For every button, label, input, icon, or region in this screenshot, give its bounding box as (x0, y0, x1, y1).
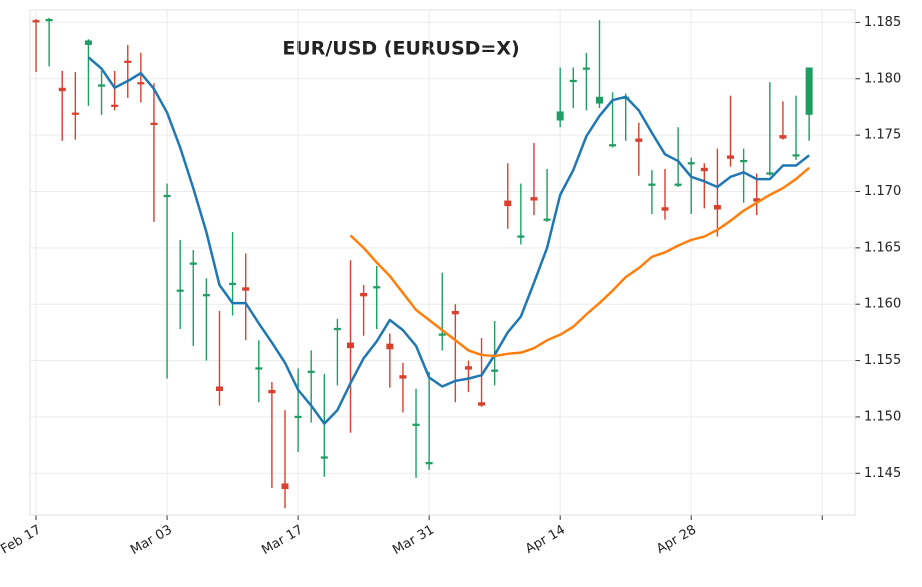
y-tick-label: 1.170 (864, 184, 901, 199)
candle-body (215, 386, 223, 392)
candle-body (517, 235, 525, 238)
candle-body (255, 367, 263, 370)
candle-body (333, 327, 341, 331)
moving-average-line (87, 56, 810, 425)
candle-body (753, 198, 761, 202)
moving-average-line (349, 166, 810, 358)
candle-body (727, 155, 735, 159)
candle-body (713, 205, 721, 210)
candle-body (58, 87, 66, 92)
plot-frame (29, 9, 856, 516)
candle-body (661, 207, 669, 211)
candle-body (373, 286, 381, 289)
candle-body (386, 343, 394, 350)
candle-body (556, 111, 564, 121)
candle-body (32, 20, 40, 23)
candle-body (202, 294, 210, 297)
candle-body (792, 154, 800, 157)
candle-body (635, 138, 643, 142)
y-tick-label: 1.145 (864, 466, 901, 481)
candle-body (569, 79, 577, 83)
chart-title: EUR/USD (EURUSD=X) (282, 38, 519, 60)
candle-body (740, 159, 748, 163)
candle-body (98, 84, 106, 87)
candle-body (281, 483, 289, 490)
y-tick-label: 1.155 (864, 353, 901, 368)
candle-body (111, 104, 119, 107)
candle-body (347, 342, 355, 349)
candle-body (700, 167, 708, 172)
candle-body (268, 389, 276, 394)
candle-body (530, 197, 538, 201)
candle-body (229, 282, 237, 286)
candle-body (687, 162, 695, 165)
y-tick-label: 1.185 (864, 15, 901, 30)
candle-body (425, 462, 433, 465)
candle-body (543, 218, 551, 221)
y-tick-label: 1.180 (864, 71, 901, 86)
candle-body (491, 369, 499, 372)
candle-body (45, 19, 53, 22)
candle-body (582, 67, 590, 70)
candle-body (294, 415, 302, 419)
candle-body (307, 370, 315, 373)
candle-body (242, 287, 250, 291)
candle-body (360, 292, 368, 297)
candle-body (176, 289, 184, 292)
candle-body (163, 194, 171, 198)
candle-body (595, 96, 603, 104)
candle-body (189, 262, 197, 265)
y-tick-label: 1.165 (864, 240, 901, 255)
candle-body (137, 82, 145, 85)
candle-body (320, 456, 328, 459)
candle-body (674, 183, 682, 186)
candle-body (150, 122, 158, 125)
candle-body (464, 366, 472, 370)
candle-body (609, 144, 617, 147)
candle-body (478, 402, 486, 406)
candle-body (779, 135, 787, 139)
candle-body (71, 112, 79, 115)
candle-body (84, 40, 92, 45)
y-tick-label: 1.160 (864, 297, 901, 312)
candle-body (412, 423, 420, 426)
candle-body (805, 67, 813, 115)
y-tick-label: 1.150 (864, 409, 901, 424)
candle-body (124, 60, 132, 63)
candle-body (399, 375, 407, 379)
candle-body (766, 172, 774, 175)
candle-body (648, 183, 656, 186)
candle-body (504, 200, 512, 207)
y-tick-label: 1.175 (864, 128, 901, 143)
candle-body (438, 333, 446, 336)
candle-body (451, 310, 459, 315)
